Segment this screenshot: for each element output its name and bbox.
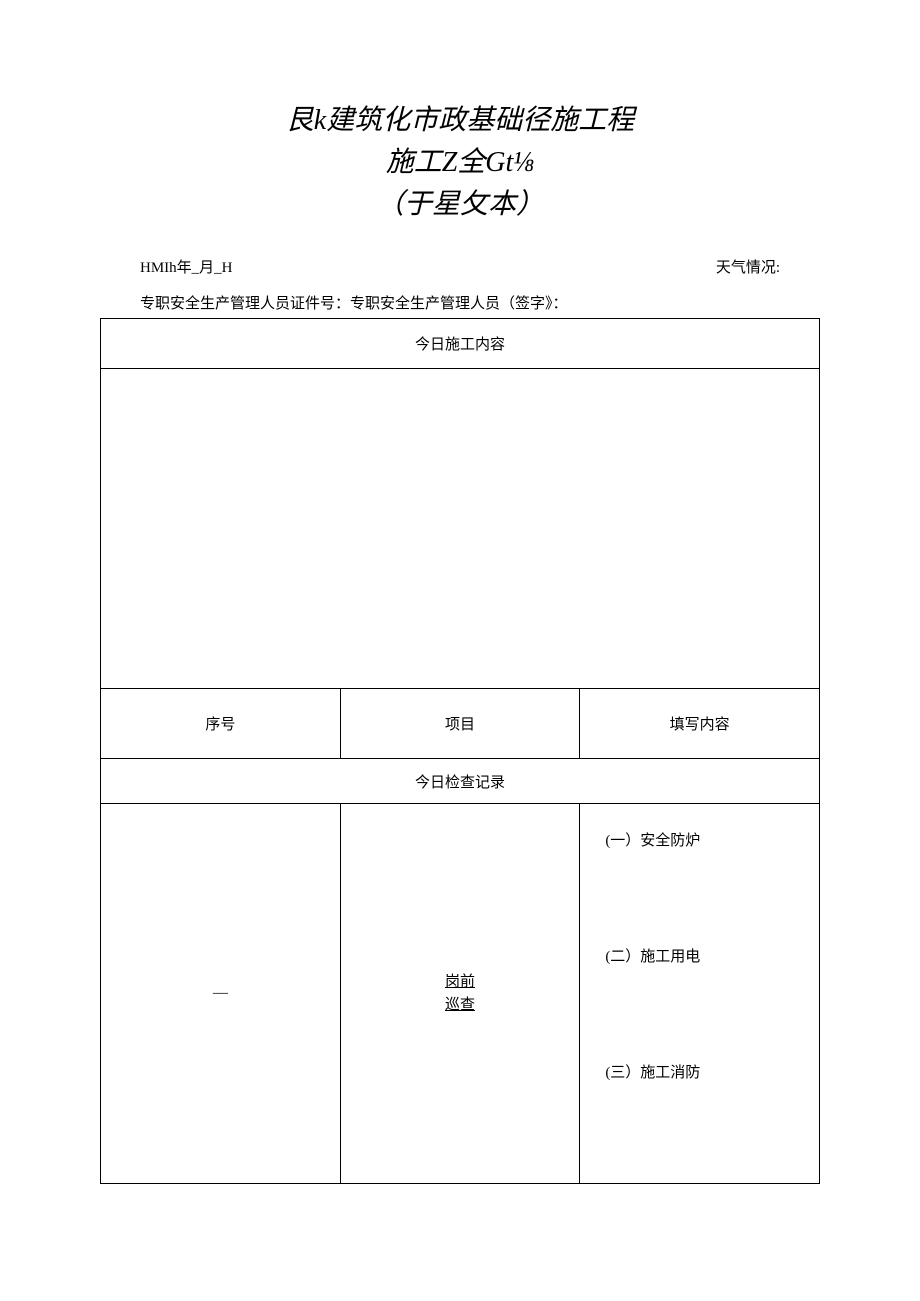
main-table: 今日施工内容 序号 项目 填写内容 今日检查记录 — 岗前 巡查 (一）安全防炉…: [100, 318, 820, 1184]
date-label: HMIh年_月_H: [140, 256, 233, 277]
row1-seq: —: [101, 804, 341, 1184]
meta-row: HMIh年_月_H 天气情况:: [100, 256, 820, 277]
col-header-item: 项目: [340, 689, 580, 759]
row1-item-line1: 岗前: [445, 974, 475, 990]
inspection-row-1: — 岗前 巡查 (一）安全防炉 (二）施工用电 (三）施工消防: [101, 804, 820, 1184]
col-header-seq: 序号: [101, 689, 341, 759]
row1-item-line2: 巡查: [445, 997, 475, 1013]
column-header-row: 序号 项目 填写内容: [101, 689, 820, 759]
content-item-3: (三）施工消防: [605, 1061, 794, 1082]
row1-content: (一）安全防炉 (二）施工用电 (三）施工消防: [580, 804, 820, 1184]
signature-line: 专职安全生产管理人员证件号：专职安全生产管理人员（签字》：: [100, 292, 820, 313]
weather-label: 天气情况:: [716, 256, 780, 277]
inspection-section-header: 今日检查记录: [101, 759, 820, 804]
today-construction-content: [101, 369, 820, 689]
title-line-3: （于星攵本）: [100, 184, 820, 226]
content-item-2: (二）施工用电: [605, 945, 794, 966]
col-header-content: 填写内容: [580, 689, 820, 759]
today-construction-header: 今日施工内容: [101, 319, 820, 369]
title-line-1: 艮k建筑化市政基础径施工程: [100, 100, 820, 142]
title-line-2: 施工Z全Gt⅛: [100, 142, 820, 184]
document-title: 艮k建筑化市政基础径施工程 施工Z全Gt⅛ （于星攵本）: [100, 100, 820, 226]
row1-item: 岗前 巡查: [340, 804, 580, 1184]
content-item-1: (一）安全防炉: [605, 829, 794, 850]
